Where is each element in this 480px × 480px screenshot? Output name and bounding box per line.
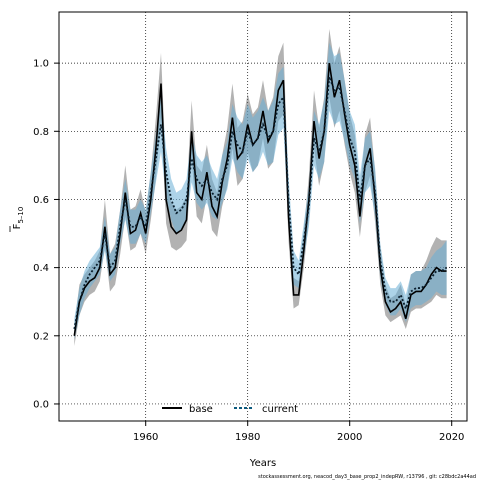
x-axis: 1960 1980 2000 2020	[133, 421, 464, 443]
series-line-base	[73, 63, 447, 336]
y-tick-label-2: 0.4	[33, 263, 49, 274]
series-lines	[73, 63, 448, 336]
y-tick-label-5: 1.0	[33, 59, 49, 70]
x-tick-label-3: 2020	[439, 432, 464, 443]
y-tick-label-4: 0.8	[33, 127, 49, 138]
x-axis-title: Years	[249, 458, 276, 469]
y-axis-title-sub: 5–10	[17, 207, 25, 224]
series-band-current	[74, 42, 447, 340]
y-axis-title-main: F	[12, 223, 23, 229]
legend-current-label: current	[262, 404, 298, 415]
series-line-current	[73, 76, 448, 330]
y-tick-label-3: 0.6	[33, 195, 49, 206]
footnote: stockassessment.org, neacod_day3_base_pr…	[258, 474, 476, 480]
y-tick-label-1: 0.2	[33, 331, 49, 342]
legend-base-label: base	[189, 404, 213, 415]
legend: base current	[162, 404, 298, 415]
plot-frame	[58, 11, 468, 422]
y-axis-title: F5–10	[9, 207, 25, 232]
svg-text:F5–10: F5–10	[12, 207, 25, 230]
y-axis: 0.0 0.2 0.4 0.6 0.8 1.0	[33, 59, 59, 410]
x-tick-label-2: 2000	[337, 432, 362, 443]
y-tick-label-0: 0.0	[33, 399, 49, 410]
x-tick-label-1: 1980	[235, 432, 260, 443]
x-tick-label-0: 1960	[133, 432, 158, 443]
confidence-bands	[74, 29, 447, 347]
